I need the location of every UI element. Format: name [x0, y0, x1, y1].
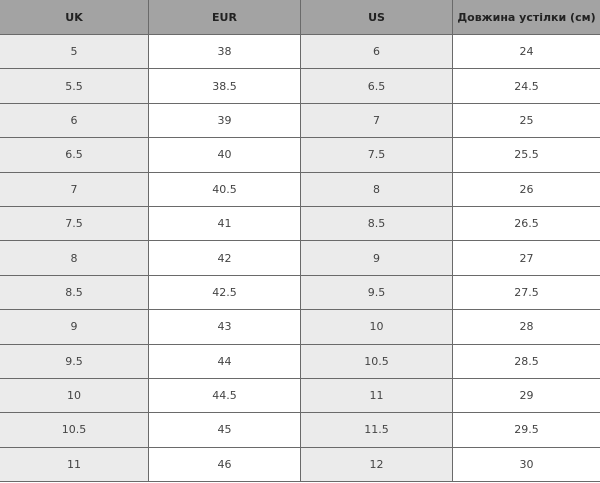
cell-eur: 42.5	[148, 274, 301, 311]
header-row: UK EUR US Довжина устілки (см)	[0, 0, 600, 35]
cell-insole-length: 27	[452, 240, 600, 276]
cell-insole-length: 29	[452, 377, 600, 414]
cell-us: 9	[300, 240, 453, 276]
cell-us: 8	[300, 171, 453, 207]
table-row: 7 40.5 8 26	[0, 171, 600, 207]
cell-uk: 6	[0, 102, 149, 139]
cell-uk: 5	[0, 33, 149, 70]
table-row: 7.5 41 8.5 26.5	[0, 205, 600, 242]
cell-uk: 10	[0, 377, 149, 414]
cell-us: 11	[300, 377, 453, 414]
cell-eur: 44.5	[148, 377, 301, 414]
table-row: 9 43 10 28	[0, 309, 600, 345]
cell-uk: 7.5	[0, 205, 149, 242]
table-row: 10.5 45 11.5 29.5	[0, 412, 600, 448]
table-row: 10 44.5 11 29	[0, 377, 600, 414]
cell-us: 12	[300, 446, 453, 483]
cell-us: 10.5	[300, 343, 453, 379]
cell-uk: 9.5	[0, 343, 149, 379]
cell-us: 7	[300, 102, 453, 139]
cell-eur: 38	[148, 33, 301, 70]
header-uk: UK	[0, 0, 149, 35]
cell-us: 10	[300, 309, 453, 345]
cell-eur: 42	[148, 240, 301, 276]
cell-insole-length: 30	[452, 446, 600, 483]
table-row: 6 39 7 25	[0, 102, 600, 139]
cell-eur: 40.5	[148, 171, 301, 207]
cell-uk: 8.5	[0, 274, 149, 311]
table-row: 6.5 40 7.5 25.5	[0, 137, 600, 173]
cell-insole-length: 26	[452, 171, 600, 207]
cell-uk: 7	[0, 171, 149, 207]
cell-uk: 6.5	[0, 137, 149, 173]
table-row: 8.5 42.5 9.5 27.5	[0, 274, 600, 311]
header-eur: EUR	[148, 0, 301, 35]
cell-eur: 46	[148, 446, 301, 483]
cell-insole-length: 29.5	[452, 412, 600, 448]
cell-eur: 38.5	[148, 68, 301, 104]
cell-uk: 10.5	[0, 412, 149, 448]
table-row: 5.5 38.5 6.5 24.5	[0, 68, 600, 104]
table-row: 9.5 44 10.5 28.5	[0, 343, 600, 379]
cell-us: 8.5	[300, 205, 453, 242]
table-row: 8 42 9 27	[0, 240, 600, 276]
cell-us: 9.5	[300, 274, 453, 311]
cell-us: 6	[300, 33, 453, 70]
cell-uk: 5.5	[0, 68, 149, 104]
cell-insole-length: 25	[452, 102, 600, 139]
cell-insole-length: 24.5	[452, 68, 600, 104]
cell-us: 11.5	[300, 412, 453, 448]
cell-uk: 8	[0, 240, 149, 276]
cell-eur: 39	[148, 102, 301, 139]
cell-eur: 45	[148, 412, 301, 448]
cell-eur: 43	[148, 309, 301, 345]
cell-insole-length: 28.5	[452, 343, 600, 379]
table-row: 5 38 6 24	[0, 33, 600, 70]
header-insole-length: Довжина устілки (см)	[452, 0, 600, 35]
cell-insole-length: 25.5	[452, 137, 600, 173]
cell-eur: 41	[148, 205, 301, 242]
cell-eur: 44	[148, 343, 301, 379]
cell-uk: 9	[0, 309, 149, 345]
header-us: US	[300, 0, 453, 35]
cell-us: 6.5	[300, 68, 453, 104]
cell-insole-length: 26.5	[452, 205, 600, 242]
table-row: 11 46 12 30	[0, 446, 600, 483]
cell-us: 7.5	[300, 137, 453, 173]
cell-insole-length: 27.5	[452, 274, 600, 311]
cell-insole-length: 28	[452, 309, 600, 345]
cell-insole-length: 24	[452, 33, 600, 70]
cell-uk: 11	[0, 446, 149, 483]
cell-eur: 40	[148, 137, 301, 173]
